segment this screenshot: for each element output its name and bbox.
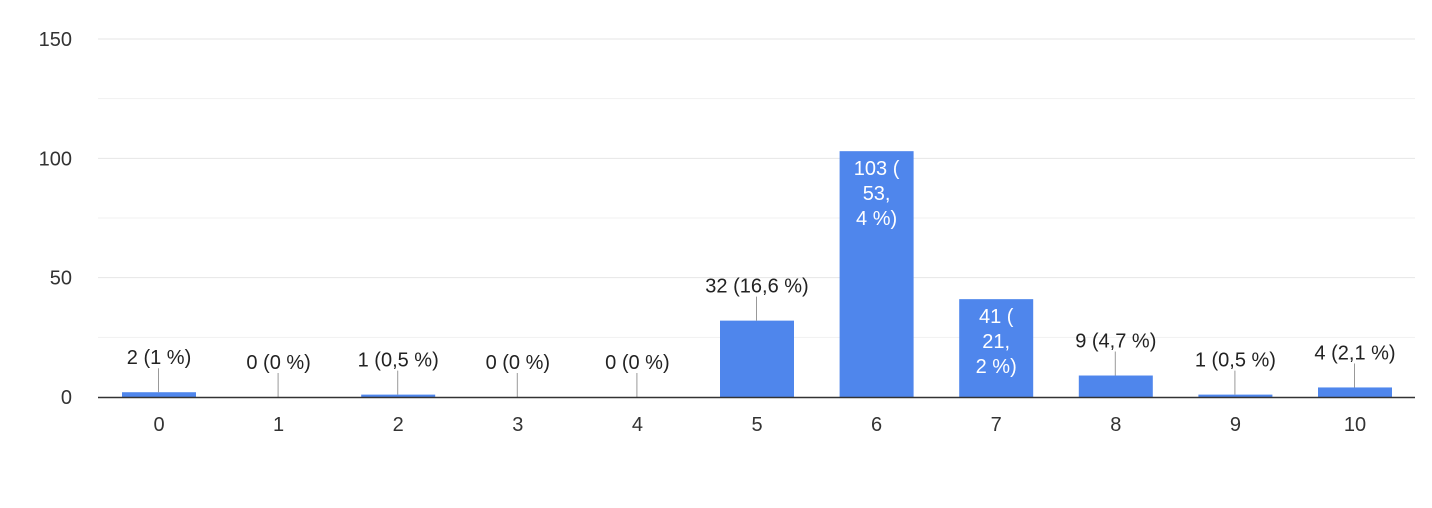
data-label: 0 (0 %)	[605, 352, 669, 374]
data-label: 2 (1 %)	[127, 347, 191, 369]
bar-0[interactable]	[122, 392, 196, 397]
x-tick-label: 0	[153, 414, 164, 436]
bar-5[interactable]	[720, 320, 794, 397]
y-tick-label: 150	[39, 29, 72, 51]
x-tick-label: 6	[871, 414, 882, 436]
x-tick-label: 10	[1344, 414, 1366, 436]
y-tick-label: 0	[61, 387, 72, 409]
x-tick-label: 7	[991, 414, 1002, 436]
bar-9[interactable]	[1198, 394, 1273, 397]
x-tick-label: 5	[751, 414, 762, 436]
data-label: 1 (0,5 %)	[1195, 350, 1276, 372]
bars	[122, 151, 1392, 397]
data-label: 0 (0 %)	[486, 352, 550, 374]
label-leader-lines	[158, 296, 1355, 397]
x-axis-ticks: 0 1 2 3 4 5 6 7 8 9 10	[153, 414, 1366, 436]
x-tick-label: 2	[393, 414, 404, 436]
data-label: 103 (53, 4 %)	[854, 158, 900, 230]
data-labels: 2 (1 %) 0 (0 %) 1 (0,5 %) 0 (0 %) 0 (0 %) 32 …	[127, 158, 1396, 378]
gridlines	[98, 38, 1415, 338]
data-label: 32 (16,6 %)	[705, 276, 808, 298]
data-label: 9 (4,7 %)	[1075, 331, 1156, 353]
bar-7[interactable]	[959, 299, 1034, 397]
bar-10[interactable]	[1318, 387, 1392, 397]
y-tick-label: 50	[50, 268, 72, 290]
x-tick-label: 1	[273, 414, 284, 436]
data-label: 4 (2,1 %)	[1314, 342, 1395, 364]
x-tick-label: 8	[1110, 414, 1121, 436]
x-tick-label: 9	[1230, 414, 1241, 436]
data-label: 0 (0 %)	[246, 352, 310, 374]
y-tick-label: 100	[39, 148, 72, 170]
y-axis-ticks: 0 50 100 150	[39, 29, 72, 409]
x-tick-label: 4	[632, 414, 643, 436]
x-tick-label: 3	[512, 414, 523, 436]
data-label: 41 (21, 2 %)	[976, 306, 1017, 378]
data-label: 1 (0,5 %)	[358, 350, 439, 372]
bar-2[interactable]	[361, 394, 436, 397]
bar-8[interactable]	[1078, 375, 1153, 397]
bar-6[interactable]	[839, 151, 914, 397]
